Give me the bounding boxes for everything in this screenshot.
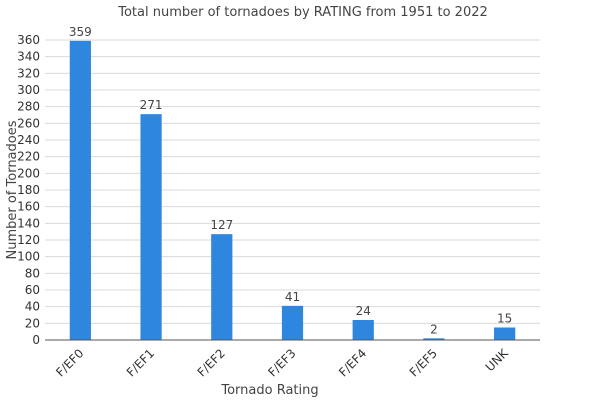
y-axis-title: Number of Tornadoes: [5, 120, 20, 259]
x-tick-label: F/EF4: [336, 346, 369, 379]
x-tick-label: F/EF1: [124, 346, 157, 379]
data-label: 359: [69, 25, 92, 39]
x-tick-label: F/EF2: [195, 346, 228, 379]
data-label: 41: [285, 290, 300, 304]
data-label: 15: [497, 312, 512, 326]
bars: [69, 40, 516, 341]
bar-f-ef0: [69, 40, 91, 340]
y-tick-label: 320: [17, 66, 40, 80]
y-tick-label: 180: [17, 183, 40, 197]
bar-f-ef3: [281, 305, 304, 340]
chart-title: Total number of tornadoes by RATING from…: [117, 5, 488, 20]
y-tick-label: 220: [17, 150, 40, 164]
y-tick-label: 120: [17, 233, 40, 247]
y-tick-label: 340: [17, 50, 40, 64]
x-tick-label: F/EF0: [53, 346, 86, 379]
grid-lines: [45, 39, 540, 324]
bar-unk: [494, 327, 516, 340]
y-tick-label: 140: [17, 216, 40, 230]
bar-f-ef1: [140, 114, 162, 341]
x-tick-label: UNK: [483, 345, 512, 374]
y-tick-label: 240: [17, 133, 40, 147]
x-axis-ticks: F/EF0 F/EF1 F/EF2 F/EF3 F/EF4 F/EF5 UNK: [53, 345, 511, 379]
x-tick-label: F/EF3: [265, 346, 298, 379]
y-tick-label: 40: [25, 300, 40, 314]
data-label: 2: [430, 322, 438, 336]
y-tick-label: 300: [17, 83, 40, 97]
y-tick-label: 60: [25, 283, 40, 297]
bar-f-ef4: [352, 320, 374, 340]
bar-f-ef5: [423, 338, 445, 340]
x-axis-title: Tornado Rating: [220, 383, 318, 398]
y-tick-label: 260: [17, 116, 40, 130]
y-tick-label: 20: [25, 316, 40, 330]
y-tick-label: 80: [25, 266, 40, 280]
y-tick-label: 0: [32, 333, 40, 347]
y-tick-label: 100: [17, 250, 40, 264]
data-label: 271: [140, 98, 163, 112]
data-label: 127: [210, 218, 233, 232]
y-tick-label: 160: [17, 200, 40, 214]
x-tick-label: F/EF5: [407, 346, 440, 379]
y-tick-label: 200: [17, 166, 40, 180]
y-axis-ticks: 0 20 40 60 80 100 120 140 160 180 200 220 240 260 280 3…: [17, 33, 40, 347]
y-tick-label: 360: [17, 33, 40, 47]
bar-f-ef2: [211, 234, 233, 340]
data-label: 24: [356, 304, 371, 318]
bar-value-labels: 359 271 127 41 24 2 15: [69, 25, 512, 337]
y-tick-label: 280: [17, 100, 40, 114]
